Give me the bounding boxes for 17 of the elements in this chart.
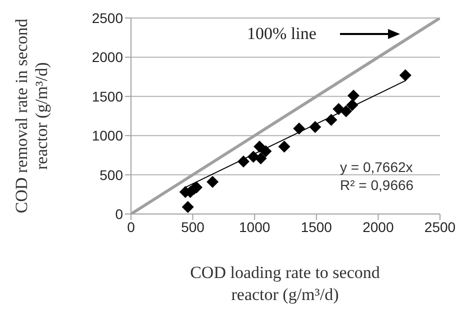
- x-tick-label: 500: [181, 218, 205, 235]
- x-tick-label: 0: [127, 218, 136, 235]
- x-axis-title: COD loading rate to second reactor (g/m³/d): [190, 263, 380, 304]
- y-tick-label: 0: [115, 206, 124, 222]
- y-tick-label: 1500: [92, 88, 124, 104]
- x-tick-label: 1000: [239, 218, 270, 235]
- x-tick-label: 1500: [300, 218, 332, 235]
- x-tick-label: 2500: [424, 218, 456, 235]
- y-tick-label: 500: [100, 166, 124, 183]
- text: 100% line: [247, 24, 316, 44]
- y-tick-label: 1000: [92, 128, 124, 144]
- y-tick-label: 2000: [92, 49, 124, 66]
- x-tick-label: 2000: [362, 218, 394, 235]
- y-axis-title: COD removal rate in second reactor (g/m³/d): [12, 18, 51, 214]
- annotation: R² = 0,9666: [340, 177, 414, 193]
- annotation: y = 0,7662x: [340, 159, 413, 175]
- y-tick-label: 2500: [92, 10, 124, 26]
